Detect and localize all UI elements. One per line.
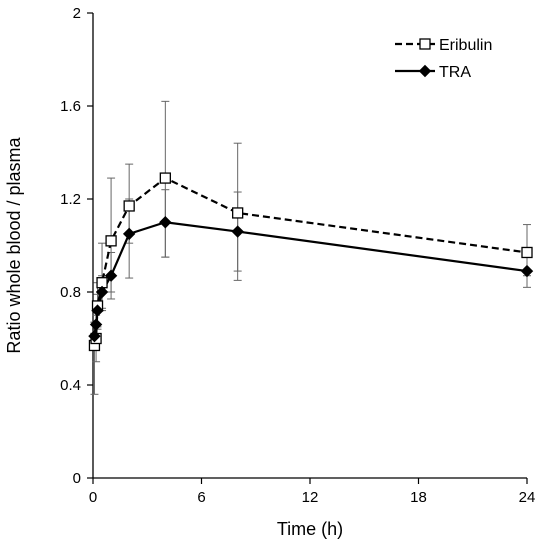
tra-point xyxy=(95,285,109,299)
tra-point xyxy=(91,304,104,317)
legend: Eribulin TRA xyxy=(395,37,492,81)
tra-series-line xyxy=(93,221,528,337)
x-tick-label: 6 xyxy=(197,489,205,506)
eribulin-point xyxy=(521,246,533,259)
tra-point xyxy=(89,318,103,331)
tra-legend-label: TRA xyxy=(439,64,471,81)
x-tick-label: 12 xyxy=(302,489,319,506)
x-tick-label: 0 xyxy=(89,489,97,506)
tra-point xyxy=(104,269,118,282)
series-markers xyxy=(88,172,534,352)
x-tick-label: 18 xyxy=(410,489,427,506)
y-tick-label: 2 xyxy=(73,5,81,22)
series-lines xyxy=(93,176,528,346)
eribulin-point xyxy=(105,235,117,247)
tra-point xyxy=(231,225,244,238)
tra-point xyxy=(418,64,432,78)
y-axis-title: Ratio whole blood / plasma xyxy=(4,136,24,353)
tra-point xyxy=(88,329,101,343)
eribulin-point xyxy=(419,38,431,50)
eribulin-point xyxy=(232,207,244,219)
axes: 0 0.4 0.8 1.2 1.6 2 0 6 12 18 24 xyxy=(60,5,535,506)
y-tick-label: 1.6 xyxy=(60,98,81,115)
eribulin-series-line xyxy=(93,176,528,346)
y-tick-label: 1.2 xyxy=(60,191,81,208)
x-tick-label: 24 xyxy=(519,489,536,506)
tra-point xyxy=(520,264,534,278)
tra-point xyxy=(159,216,172,229)
tra-point xyxy=(122,227,136,241)
error-bars xyxy=(90,100,531,395)
x-axis-title: Time (h) xyxy=(277,519,343,539)
eribulin-point xyxy=(123,200,135,212)
eribulin-point xyxy=(159,172,171,184)
y-tick-label: 0.8 xyxy=(60,284,81,301)
y-tick-label: 0.4 xyxy=(60,377,81,394)
y-tick-label: 0 xyxy=(73,470,81,487)
eribulin-legend-label: Eribulin xyxy=(439,37,492,54)
